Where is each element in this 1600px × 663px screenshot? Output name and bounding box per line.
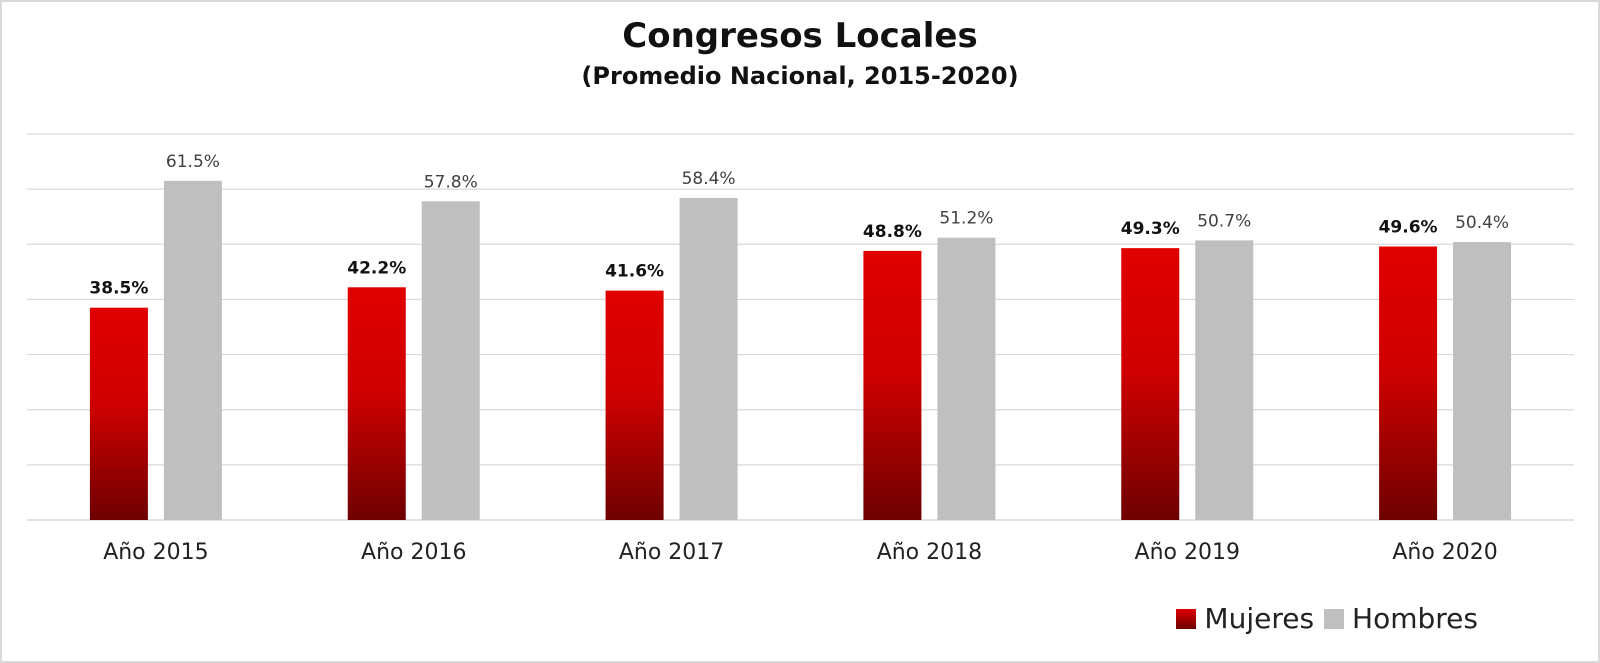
legend-swatch-hombres	[1324, 608, 1345, 629]
bar-mujeres-año-2017	[605, 290, 664, 520]
legend-label-mujeres: Mujeres	[1204, 602, 1315, 635]
bar-mujeres-año-2016	[347, 287, 406, 520]
legend-label-hombres: Hombres	[1352, 602, 1478, 635]
data-label-mujeres: 49.3%	[1121, 219, 1180, 239]
data-label-mujeres: 42.2%	[347, 258, 406, 278]
data-label-mujeres: 49.6%	[1379, 217, 1438, 237]
data-label-hombres: 61.5%	[166, 152, 220, 172]
bar-mujeres-año-2018	[863, 250, 922, 520]
legend-item-mujeres: Mujeres	[1176, 602, 1314, 635]
bar-mujeres-año-2015	[89, 307, 148, 520]
bar-hombres-año-2019	[1195, 240, 1254, 520]
data-label-hombres: 50.7%	[1197, 211, 1251, 231]
x-tick-label: Año 2016	[361, 540, 466, 565]
bar-hombres-año-2017	[679, 197, 738, 521]
bar-hombres-año-2016	[421, 201, 480, 520]
data-label-hombres: 51.2%	[939, 209, 993, 229]
x-tick-label: Año 2015	[103, 540, 208, 565]
bar-hombres-año-2018	[937, 237, 996, 520]
bar-hombres-año-2015	[163, 180, 222, 520]
chart-title: Congresos Locales	[622, 16, 978, 56]
x-tick-label: Año 2019	[1135, 540, 1240, 565]
x-tick-label: Año 2020	[1392, 540, 1497, 565]
data-label-mujeres: 48.8%	[863, 222, 922, 242]
data-label-hombres: 58.4%	[682, 169, 736, 189]
x-tick-label: Año 2017	[619, 540, 724, 565]
data-label-mujeres: 38.5%	[89, 279, 148, 299]
x-tick-label: Año 2018	[877, 540, 982, 565]
bar-mujeres-año-2020	[1379, 246, 1438, 520]
legend-swatch-mujeres	[1176, 608, 1197, 629]
chart-subtitle: (Promedio Nacional, 2015-2020)	[581, 62, 1019, 90]
data-label-mujeres: 41.6%	[605, 262, 664, 282]
chart-legend: Mujeres Hombres	[1166, 602, 1478, 635]
data-label-hombres: 57.8%	[424, 172, 478, 192]
legend-item-hombres: Hombres	[1324, 602, 1478, 635]
bar-mujeres-año-2019	[1121, 248, 1180, 520]
data-label-hombres: 50.4%	[1455, 213, 1509, 233]
bar-hombres-año-2020	[1453, 242, 1512, 520]
